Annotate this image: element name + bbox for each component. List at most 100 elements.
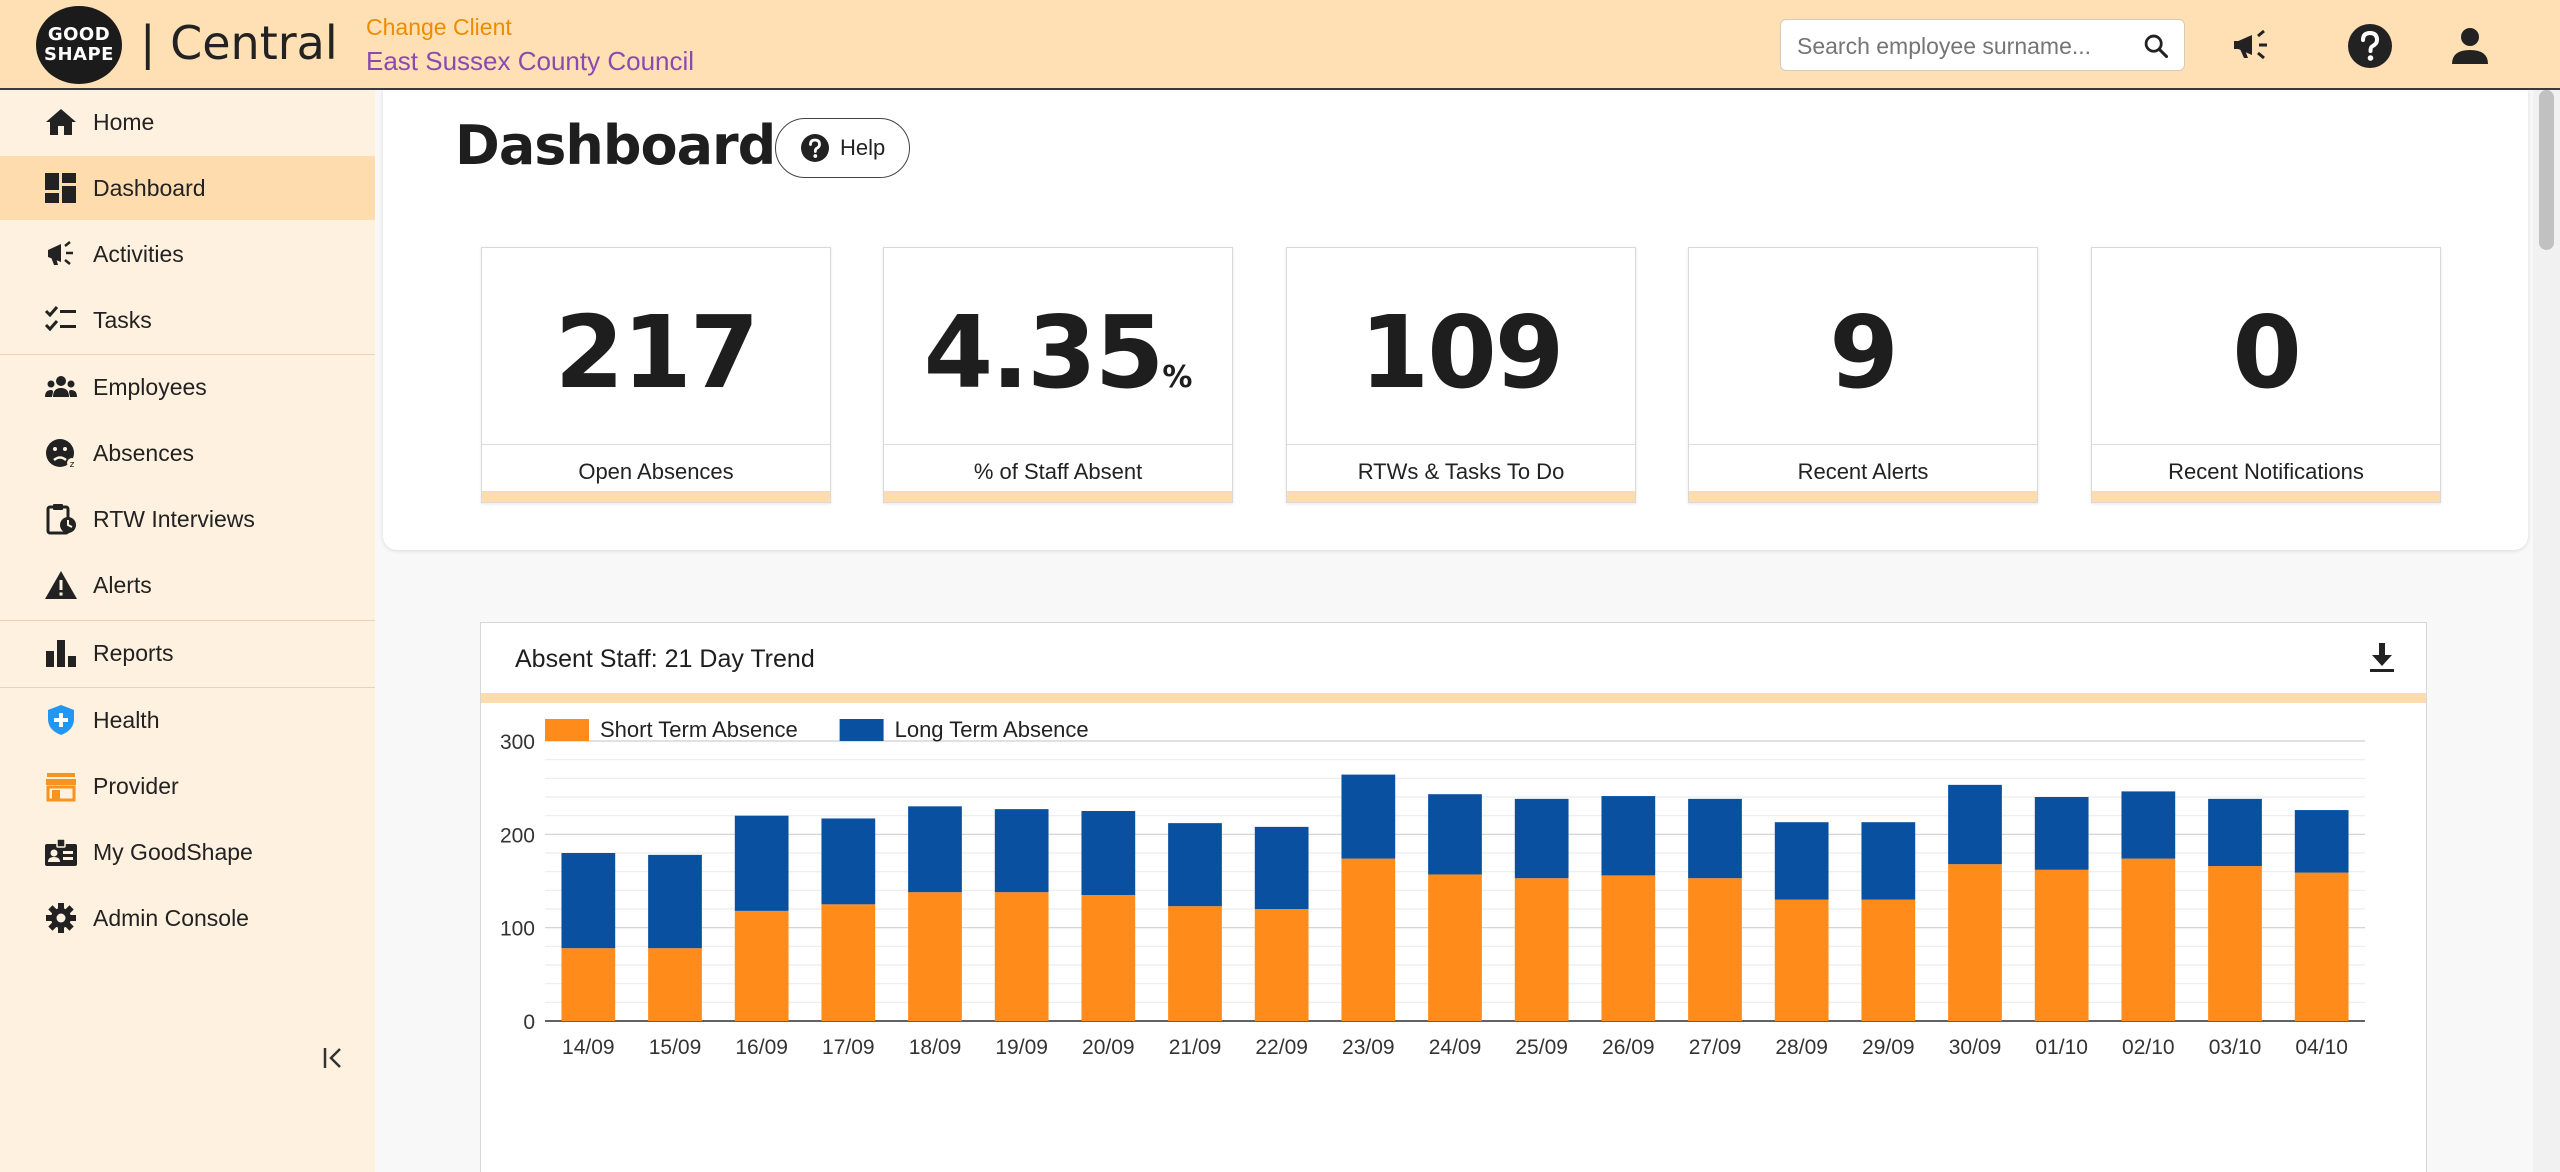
top-header: GOOD SHAPE | Central Change Client East … [0, 0, 2560, 90]
sidebar-item-employees[interactable]: Employees [0, 355, 375, 419]
bar-segment [2034, 869, 2089, 1021]
x-tick-label: 19/09 [995, 1036, 1048, 1059]
logo-line1: GOOD [47, 24, 111, 45]
sidebar-item-label: RTW Interviews [93, 505, 255, 532]
sidebar-item-alerts[interactable]: Alerts [0, 553, 375, 617]
bar-segment [1688, 798, 1742, 879]
bar-segment [561, 948, 616, 1021]
search-input[interactable] [1797, 30, 2127, 62]
bar-segment [1601, 875, 1656, 1021]
legend-swatch [839, 719, 884, 741]
employee-search[interactable] [1780, 19, 2185, 71]
help-button[interactable]: Help [775, 118, 910, 178]
stat-label: % of Staff Absent [973, 459, 1143, 484]
stat-value: 109 [1359, 294, 1565, 411]
megaphone-icon [48, 241, 73, 265]
sidebar-divider [0, 354, 375, 355]
sidebar-item-absences[interactable]: z Absences [0, 421, 375, 485]
page-scrollbar[interactable] [2533, 90, 2560, 1172]
warning-icon [45, 571, 77, 599]
x-tick-label: 03/10 [2209, 1036, 2262, 1059]
bar-segment [2294, 810, 2349, 873]
sidebar: Home Dashboard Activities Tasks Employee… [0, 90, 375, 1172]
stat-card-recent-alerts[interactable]: 9 Recent Alerts [1688, 247, 2038, 503]
collapse-sidebar-icon[interactable] [318, 1042, 350, 1074]
sidebar-item-home[interactable]: Home [0, 90, 375, 154]
stat-value: 0 [2232, 294, 2302, 411]
help-icon[interactable] [2346, 22, 2394, 70]
bar-segment [1774, 822, 1829, 900]
stat-card-staff-absent[interactable]: 4.35% % of Staff Absent [883, 247, 1233, 503]
id-badge-icon [45, 838, 77, 866]
bar-segment [734, 910, 789, 1021]
bar-segment [1861, 822, 1916, 900]
bar-segment [1514, 878, 1569, 1021]
bar-segment [2121, 858, 2176, 1021]
store-icon [46, 773, 76, 802]
sidebar-item-rtw-interviews[interactable]: RTW Interviews [0, 487, 375, 551]
sidebar-item-reports[interactable]: Reports [0, 621, 375, 685]
health-shield-icon [48, 705, 74, 735]
bar-segment [734, 815, 789, 911]
y-tick-label: 100 [500, 918, 535, 941]
y-tick-label: 0 [523, 1011, 535, 1034]
x-tick-label: 30/09 [1949, 1036, 2002, 1059]
download-icon[interactable] [2366, 641, 2398, 675]
gear-icon [46, 903, 76, 933]
sidebar-item-label: Health [93, 706, 160, 733]
x-tick-label: 18/09 [909, 1036, 962, 1059]
stat-value: 217 [554, 294, 760, 411]
x-tick-label: 26/09 [1602, 1036, 1655, 1059]
scrollbar-thumb[interactable] [2539, 90, 2554, 250]
legend-entry: Short Term Absence [600, 717, 798, 742]
stat-value: 4.35% [923, 294, 1193, 411]
clipboard-clock-icon [46, 504, 76, 535]
logo-line2: SHAPE [44, 44, 114, 65]
sidebar-item-my-goodshape[interactable]: My GoodShape [0, 820, 375, 884]
sidebar-item-label: Activities [93, 240, 184, 267]
bar-segment [2034, 797, 2089, 870]
sidebar-item-label: Employees [93, 373, 207, 400]
sidebar-item-dashboard[interactable]: Dashboard [0, 156, 375, 220]
announcements-icon[interactable] [2228, 22, 2276, 70]
user-account-icon[interactable] [2446, 22, 2494, 70]
client-name: East Sussex County Council [366, 46, 695, 76]
change-client-link[interactable]: Change Client [366, 14, 512, 40]
sidebar-item-label: Home [93, 108, 155, 135]
sidebar-item-admin-console[interactable]: Admin Console [0, 886, 375, 950]
x-tick-label: 02/10 [2122, 1036, 2175, 1059]
sidebar-item-health[interactable]: Health [0, 688, 375, 752]
absence-trend-chart: 0 100 200 300 Short Term Absence Long Term Ab… [500, 717, 2365, 1059]
sidebar-item-label: Absences [93, 439, 195, 466]
sidebar-item-activities[interactable]: Activities [0, 222, 375, 286]
sidebar-item-tasks[interactable]: Tasks [0, 288, 375, 352]
bar-segment [2121, 791, 2176, 859]
bar-segment [648, 854, 702, 949]
stat-card-recent-notifications[interactable]: 0 Recent Notifications [2091, 247, 2441, 503]
bar-segment [1254, 826, 1309, 909]
absent-staff-trend-card: Absent Staff: 21 Day Trend 0 100 200 300 Sho… [480, 622, 2427, 1172]
bar-segment [821, 818, 876, 905]
brand-title: | Central [140, 16, 338, 70]
stat-label: Open Absences [578, 459, 734, 484]
stat-card-rtws-tasks[interactable]: 109 RTWs & Tasks To Do [1286, 247, 1636, 503]
x-tick-label: 25/09 [1515, 1036, 1568, 1059]
x-tick-label: 15/09 [649, 1036, 702, 1059]
bar-segment [1341, 858, 1396, 1021]
stat-label: RTWs & Tasks To Do [1357, 459, 1565, 484]
sidebar-item-label: Alerts [93, 571, 152, 598]
bar-segment [2294, 872, 2349, 1021]
sidebar-item-label: Reports [93, 639, 174, 666]
stat-card-open-absences[interactable]: 217 Open Absences [481, 247, 831, 503]
search-icon[interactable] [2142, 32, 2170, 60]
goodshape-logo[interactable]: GOOD SHAPE [36, 6, 122, 84]
sidebar-item-label: Admin Console [93, 904, 249, 931]
page-title: Dashboard [455, 114, 776, 177]
x-tick-label: 24/09 [1429, 1036, 1482, 1059]
stat-label: Recent Notifications [2168, 459, 2364, 484]
x-tick-label: 23/09 [1342, 1036, 1395, 1059]
sidebar-divider [0, 687, 375, 688]
sidebar-item-provider[interactable]: Provider [0, 754, 375, 818]
sidebar-divider [0, 620, 375, 621]
sidebar-item-label: Dashboard [93, 174, 206, 201]
